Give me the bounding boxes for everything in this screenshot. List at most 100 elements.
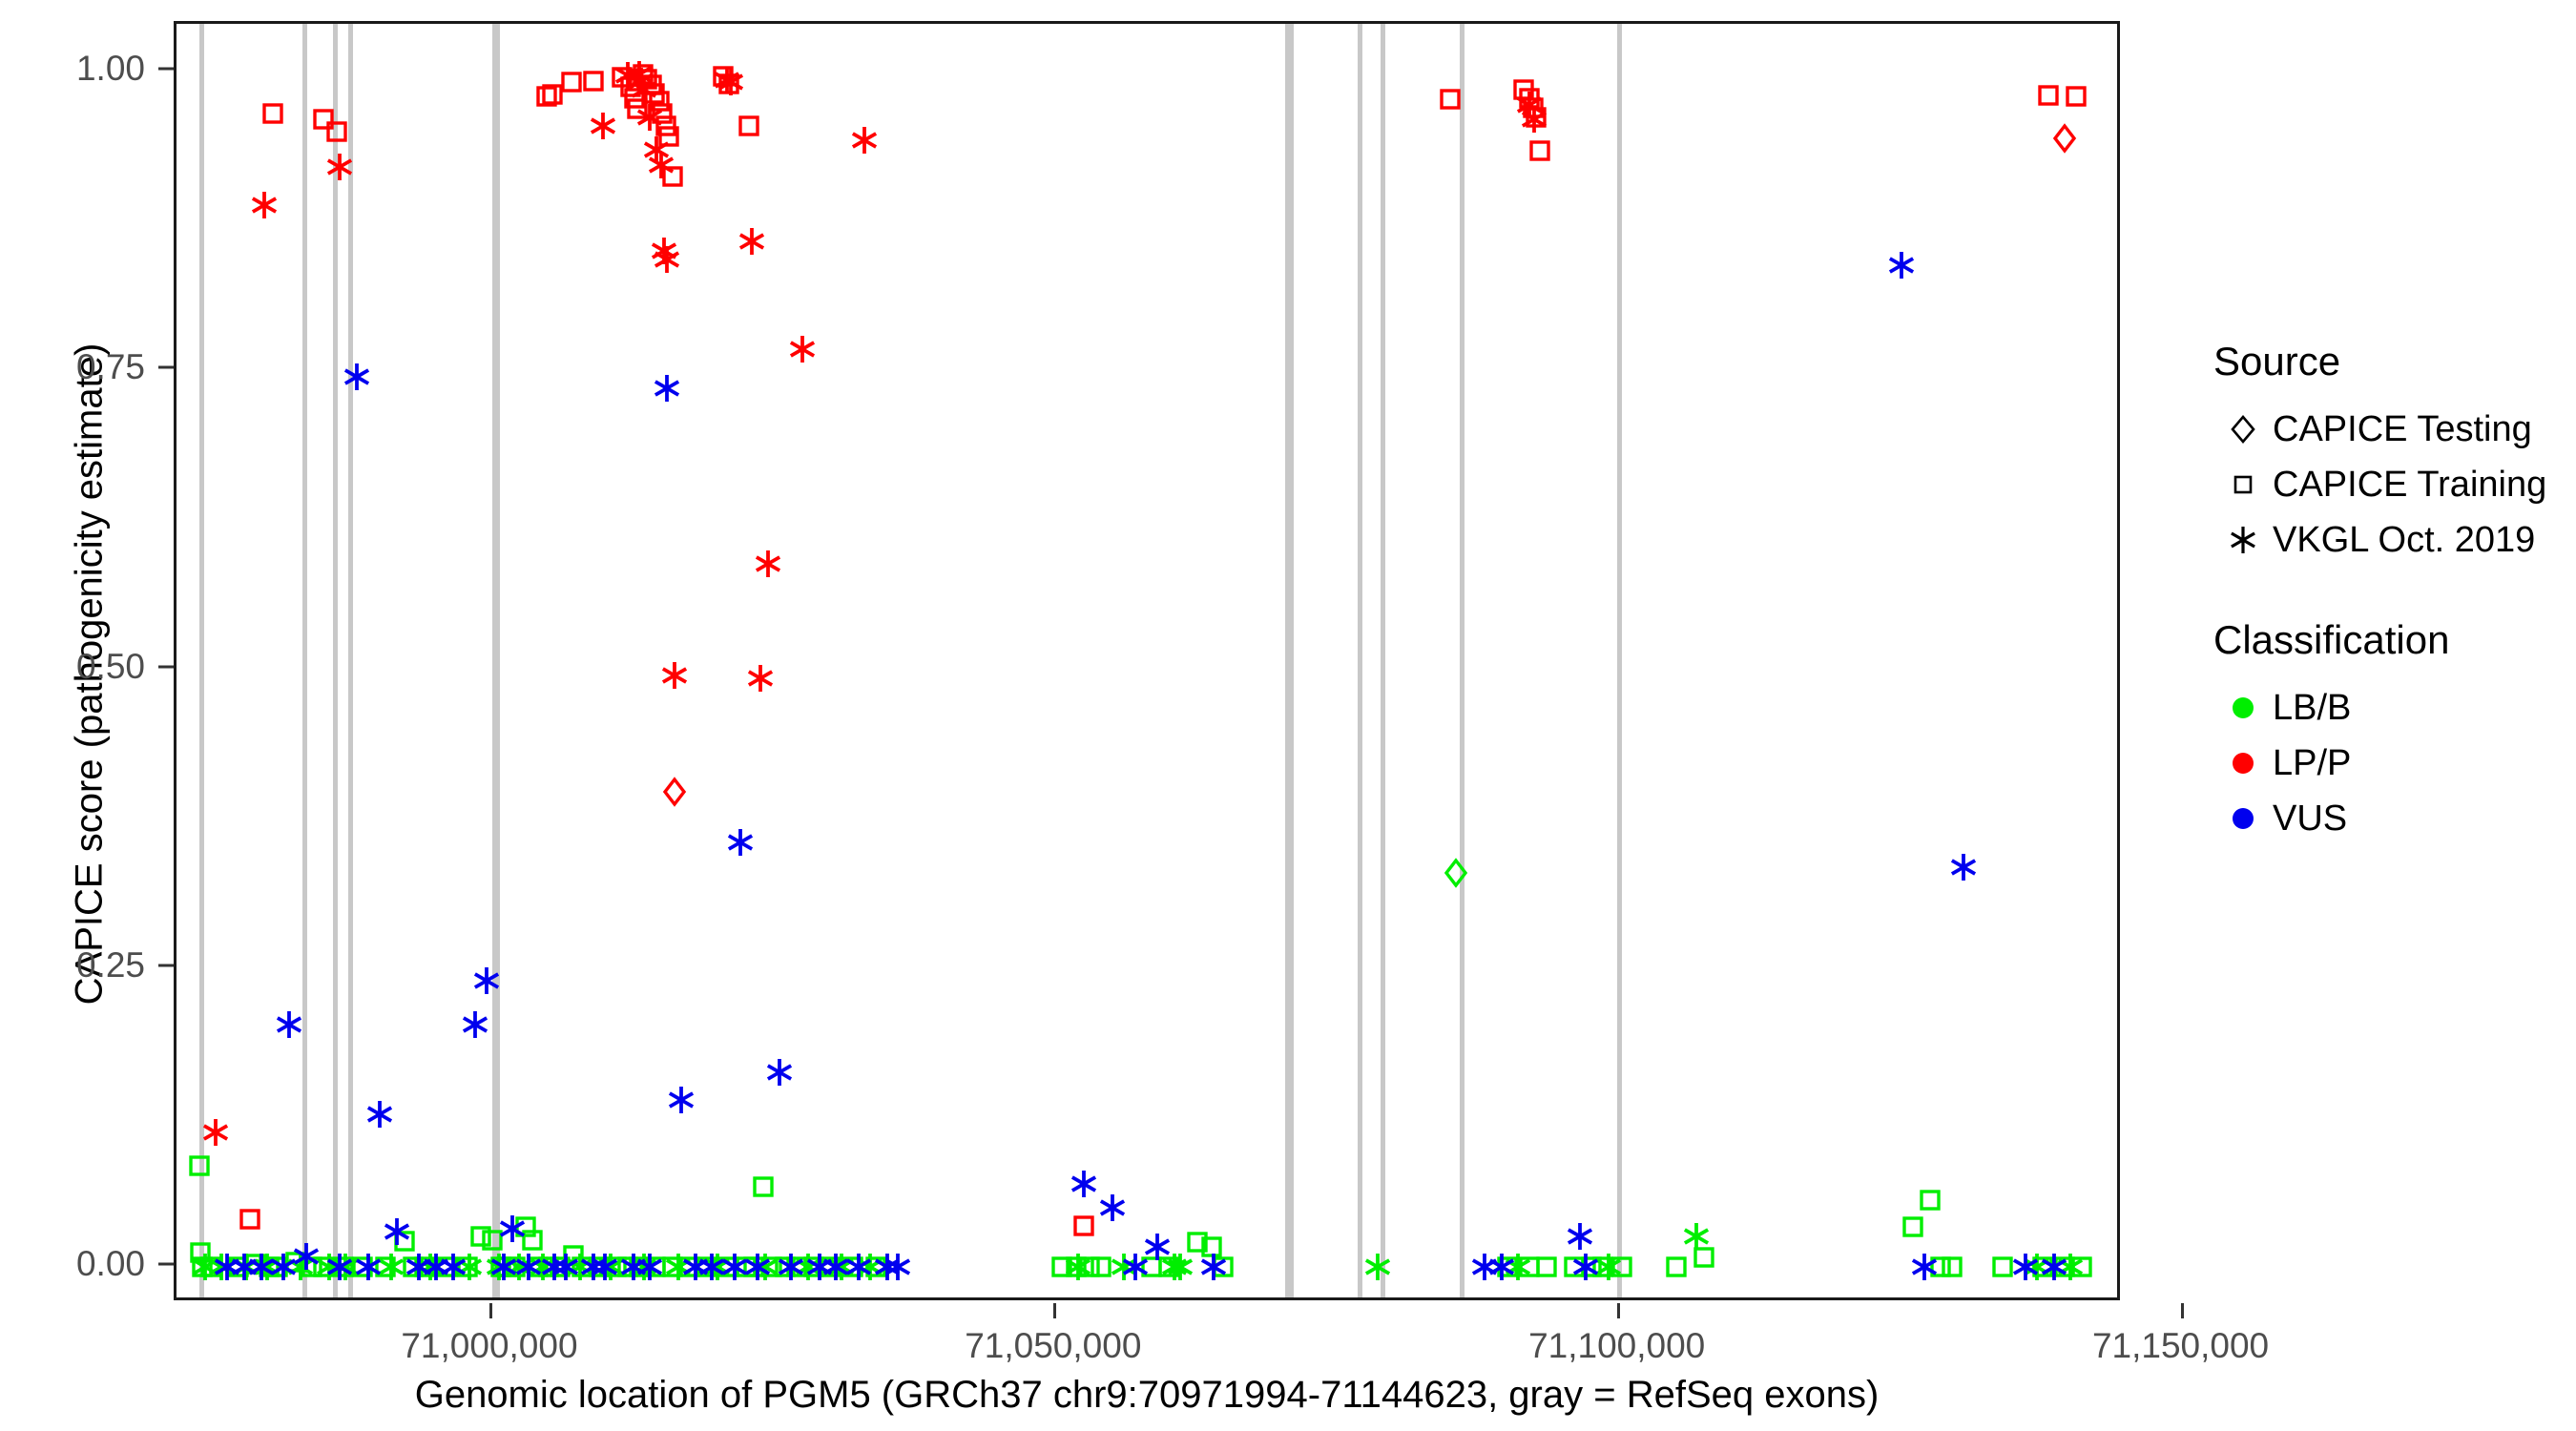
data-point-asterisk [2037,1250,2071,1284]
data-point-square [498,1250,532,1284]
data-point-asterisk [644,148,678,182]
exon-marker-line [1358,24,1363,1297]
data-point-asterisk [495,1212,530,1246]
data-point-asterisk [639,133,674,167]
data-point-asterisk [819,1250,853,1284]
y-tick-label: 0.25 [75,945,145,985]
data-point-asterisk [312,1250,346,1284]
data-point-diamond [657,775,692,809]
exon-marker-line [495,24,501,1297]
legend-label-lbb: LB/B [2273,687,2352,728]
data-point-square [2065,1250,2099,1284]
exon-marker-line [1617,24,1623,1297]
legend-label-vkgl: VKGL Oct. 2019 [2273,519,2536,560]
circle-icon-vus [2213,791,2273,846]
data-point-square [599,1250,634,1284]
data-point-square [2059,79,2093,114]
data-point-asterisk [624,64,658,98]
square-icon [2213,457,2273,512]
data-point-asterisk [650,242,684,277]
data-point-square [645,96,679,131]
data-point-asterisk [1907,1250,1942,1284]
data-point-square [1134,1250,1169,1284]
data-point-asterisk [1467,1250,1502,1284]
plot-panel [174,21,2120,1300]
data-point-asterisk [2008,1250,2043,1284]
data-point-square [221,1250,256,1284]
x-tick-mark [2180,1303,2184,1318]
legend-label-capice-training: CAPICE Training [2273,464,2547,505]
data-point-square [732,109,766,143]
data-point-asterisk [870,1250,904,1284]
x-tick-mark [488,1303,492,1318]
legend-item-vus[interactable]: VUS [2213,791,2576,846]
legend-label-capice-testing: CAPICE Testing [2273,408,2532,449]
data-point-square [813,1250,847,1284]
circle-icon-lbb [2213,680,2273,736]
data-point-asterisk [1140,1230,1174,1264]
data-point-square [2025,1250,2060,1284]
data-point-square [673,1250,707,1284]
data-point-square [620,92,654,126]
x-tick-label: 71,150,000 [2091,1326,2270,1365]
data-point-square [396,1250,430,1284]
legend-item-vkgl[interactable]: VKGL Oct. 2019 [2213,512,2576,568]
data-point-asterisk [824,1250,859,1284]
data-point-asterisk [616,1250,651,1284]
data-point-square [256,96,290,131]
data-point-asterisk [841,1250,876,1284]
data-point-asterisk [452,1250,487,1284]
data-point-asterisk [664,1083,698,1117]
data-point-asterisk [266,1250,301,1284]
data-point-asterisk [714,65,748,99]
data-point-asterisk [511,1250,546,1284]
data-point-asterisk [563,1250,597,1284]
data-point-asterisk [847,123,882,157]
data-point-asterisk [881,1250,915,1284]
data-point-square [712,1250,746,1284]
data-point-square [1059,1250,1093,1284]
data-point-asterisk [678,1250,713,1284]
data-point-square [655,1250,690,1284]
data-point-square [1896,1210,1930,1244]
data-point-asterisk [188,1250,222,1284]
data-point-square [1687,1240,1721,1275]
data-point-square [797,1250,831,1284]
legend-item-lpp[interactable]: LP/P [2213,736,2576,791]
legend-item-capice-training[interactable]: CAPICE Training [2213,457,2576,512]
data-point-asterisk [633,1250,667,1284]
data-point-square [836,1250,870,1284]
data-point-asterisk [774,1250,808,1284]
legend-item-lbb[interactable]: LB/B [2213,680,2576,736]
data-point-square [556,1238,591,1273]
data-point-asterisk [247,188,281,222]
data-point-square [543,1250,577,1284]
data-point-square [1574,1250,1609,1284]
data-point-square [634,68,669,102]
legend-label-lpp: LP/P [2273,742,2352,783]
y-tick-mark [158,665,174,669]
legend-item-capice-testing[interactable]: CAPICE Testing [2213,402,2576,457]
data-point-square [642,84,676,118]
data-point-square [1519,100,1553,135]
asterisk-icon [2213,512,2273,568]
data-point-square [2031,78,2066,113]
data-point-square [638,1250,673,1284]
data-point-square [565,1250,599,1284]
diamond-icon [2213,402,2273,457]
data-point-square [279,1245,313,1279]
data-point-square [605,60,639,94]
data-point-asterisk [785,332,820,366]
data-point-asterisk [402,1250,436,1284]
data-point-square [622,1250,656,1284]
data-point-square [611,1250,645,1284]
data-point-square [1923,1250,1958,1284]
legend-title-source: Source [2213,339,2341,384]
data-point-square [1659,1250,1693,1284]
data-point-square [1935,1250,1969,1284]
data-point-asterisk [1163,1250,1197,1284]
data-point-asterisk [2053,1250,2088,1284]
data-point-asterisk [340,360,374,394]
data-point-asterisk [1568,1250,1603,1284]
